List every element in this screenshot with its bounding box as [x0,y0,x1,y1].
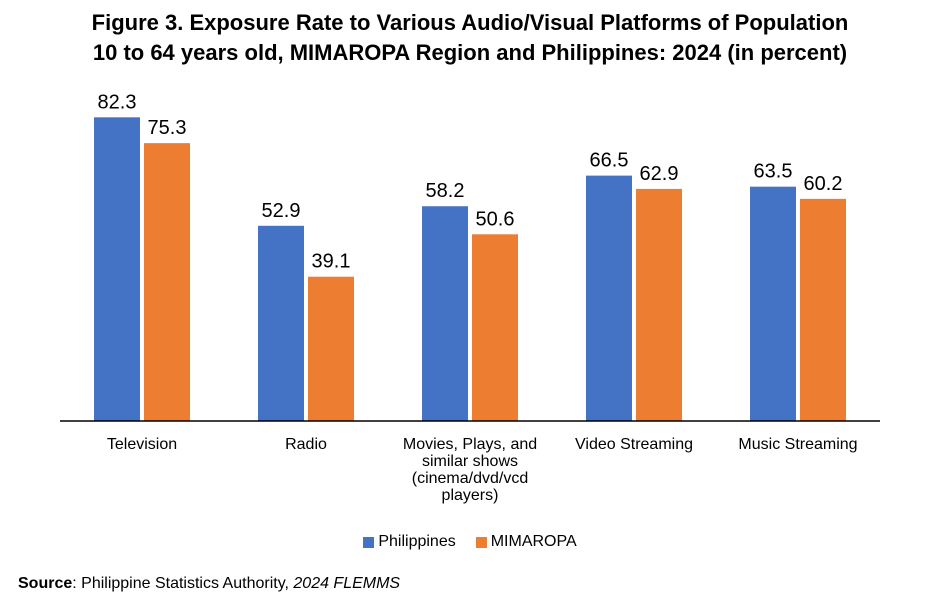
category-label-line: players) [442,487,499,504]
data-label-philippines: 82.3 [98,91,137,113]
source-text: : Philippine Statistics Authority, [72,575,294,592]
bar-philippines [258,225,304,421]
bar-mimaropa [308,276,354,421]
data-label-mimaropa: 75.3 [148,117,187,139]
bar-philippines [586,175,632,421]
legend-item-philippines: Philippines [363,533,456,551]
bar-mimaropa [636,188,682,421]
data-label-philippines: 66.5 [590,150,629,172]
category-label-line: Video Streaming [575,436,693,453]
category-label-line: Radio [285,436,327,453]
category-label: Video Streaming [575,436,693,453]
bar-philippines [422,206,468,421]
bar-mimaropa [472,234,518,421]
data-label-philippines: 58.2 [426,180,465,202]
data-label-mimaropa: 39.1 [312,251,351,273]
category-label-line: Music Streaming [738,436,857,453]
data-label-philippines: 63.5 [754,161,793,183]
bar-philippines [94,117,140,422]
legend-swatch-philippines [363,536,375,548]
category-label-line: Movies, Plays, and [403,436,537,453]
source-note: Source: Philippine Statistics Authority,… [18,575,400,593]
legend-label-philippines: Philippines [378,533,456,550]
data-label-mimaropa: 62.9 [640,163,679,185]
source-label: Source [18,575,73,592]
bar-mimaropa [144,143,190,421]
chart-title-line-2: 10 to 64 years old, MIMAROPA Region and … [92,40,848,65]
category-label: Music Streaming [738,436,857,453]
data-label-mimaropa: 50.6 [476,208,515,230]
chart-title-line-1: Figure 3. Exposure Rate to Various Audio… [91,10,849,35]
category-label: Radio [285,436,327,453]
category-label-line: (cinema/dvd/vcd [412,470,529,487]
legend-item-mimaropa: MIMAROPA [475,533,577,551]
legend-swatch-mimaropa [475,536,487,548]
category-label-line: similar shows [422,453,518,470]
bar-mimaropa [800,198,846,421]
chart-title: Figure 3. Exposure Rate to Various Audio… [0,8,940,68]
source-dataset: 2024 FLEMMS [293,575,401,592]
legend: Philippines MIMAROPA [0,533,940,551]
legend-label-mimaropa: MIMAROPA [490,533,577,550]
category-label-line: Television [107,436,177,453]
category-label: Television [107,436,177,453]
bar-philippines [750,186,796,421]
data-label-mimaropa: 60.2 [804,173,843,195]
category-label: Movies, Plays, and similar shows (cinema/d… [403,436,537,504]
data-label-philippines: 52.9 [262,200,301,222]
